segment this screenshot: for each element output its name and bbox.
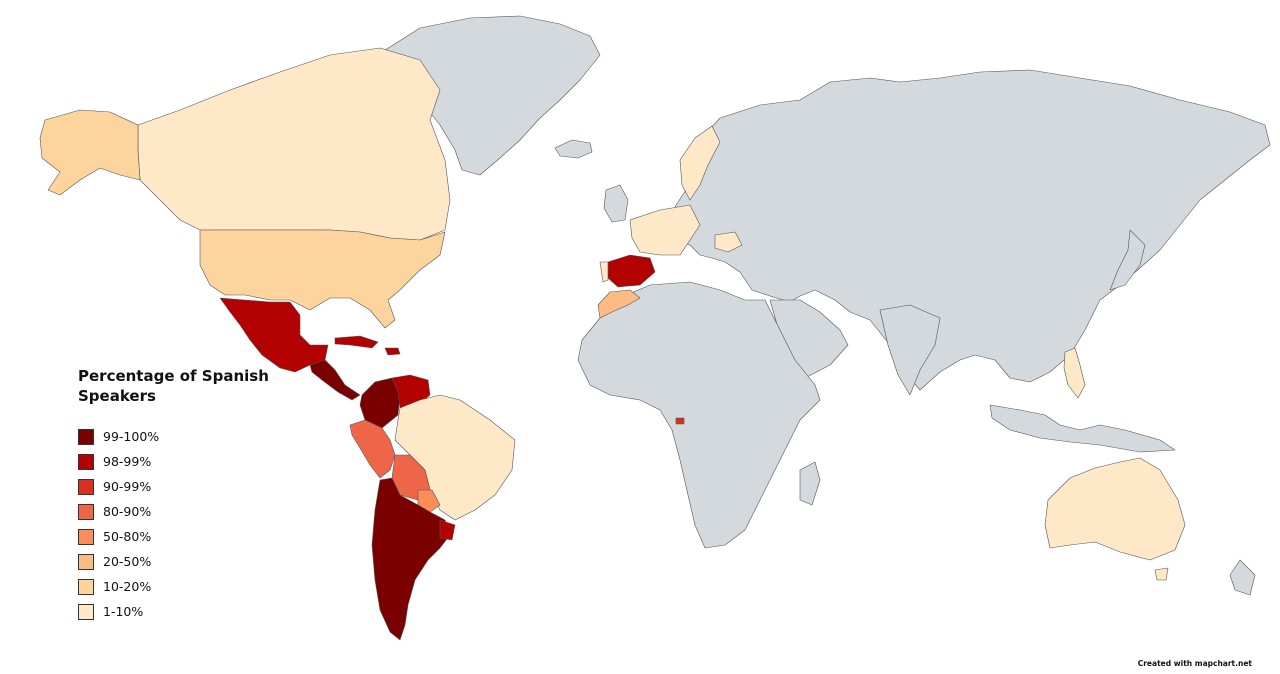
region-peru — [349, 419, 396, 479]
region-dominican-republic — [384, 347, 401, 356]
legend-label: 20-50% — [103, 554, 152, 569]
region-romania — [714, 231, 743, 253]
legend-swatch — [78, 603, 94, 620]
region-central-america — [309, 359, 361, 401]
region-portugal — [599, 261, 609, 283]
legend-item: 1-10% — [78, 599, 298, 624]
region-argentina-chile — [371, 477, 451, 641]
region-spain — [607, 254, 656, 288]
legend-label: 80-90% — [103, 504, 152, 519]
region-tasmania — [1154, 567, 1169, 581]
choropleth-regions — [39, 47, 1186, 641]
region-paraguay — [417, 489, 441, 513]
legend-list: 99-100% 98-99% 90-99% 80-90% 50-80% 20-50% 10-… — [78, 424, 298, 624]
africa — [577, 281, 821, 549]
greenland — [381, 15, 601, 176]
uk-ireland — [603, 184, 629, 223]
no-data-land — [381, 15, 1271, 596]
new-zealand — [1229, 559, 1256, 596]
legend-label: 90-99% — [103, 479, 152, 494]
legend-label: 1-10% — [103, 604, 144, 619]
legend-label: 10-20% — [103, 579, 152, 594]
legend-item: 50-80% — [78, 524, 298, 549]
legend-label: 99-100% — [103, 429, 160, 444]
legend-swatch — [78, 503, 94, 520]
legend-swatch — [78, 528, 94, 545]
legend-item: 20-50% — [78, 549, 298, 574]
legend-item: 80-90% — [78, 499, 298, 524]
japan — [1109, 229, 1146, 291]
legend-title: Percentage of Spanish Speakers — [78, 367, 269, 405]
legend-swatch — [78, 553, 94, 570]
indonesia — [989, 404, 1176, 453]
legend-label: 98-99% — [103, 454, 152, 469]
legend-swatch — [78, 453, 94, 470]
legend-item: 98-99% — [78, 449, 298, 474]
iceland — [554, 139, 593, 159]
region-brazil — [394, 394, 516, 521]
eurasia — [667, 69, 1271, 391]
legend-label: 50-80% — [103, 529, 152, 544]
legend-item: 99-100% — [78, 424, 298, 449]
region-western-europe — [629, 204, 701, 256]
legend-item: 10-20% — [78, 574, 298, 599]
region-morocco — [597, 289, 641, 319]
credit-text: Created with mapchart.net — [1137, 659, 1252, 668]
legend-item: 90-99% — [78, 474, 298, 499]
region-philippines — [1063, 347, 1086, 399]
legend-swatch — [78, 478, 94, 495]
region-alaska — [39, 109, 141, 196]
region-equatorial-guinea — [675, 417, 685, 425]
legend: Percentage of Spanish Speakers 99-100% 98… — [78, 366, 298, 624]
region-canada — [137, 47, 451, 241]
region-cuba — [334, 335, 379, 349]
madagascar — [799, 461, 821, 506]
region-scandinavia — [679, 125, 721, 201]
legend-swatch — [78, 428, 94, 445]
legend-swatch — [78, 578, 94, 595]
region-colombia — [359, 377, 401, 429]
region-australia — [1044, 457, 1186, 561]
region-usa — [199, 229, 446, 329]
india — [879, 304, 941, 396]
region-uruguay — [439, 519, 456, 541]
